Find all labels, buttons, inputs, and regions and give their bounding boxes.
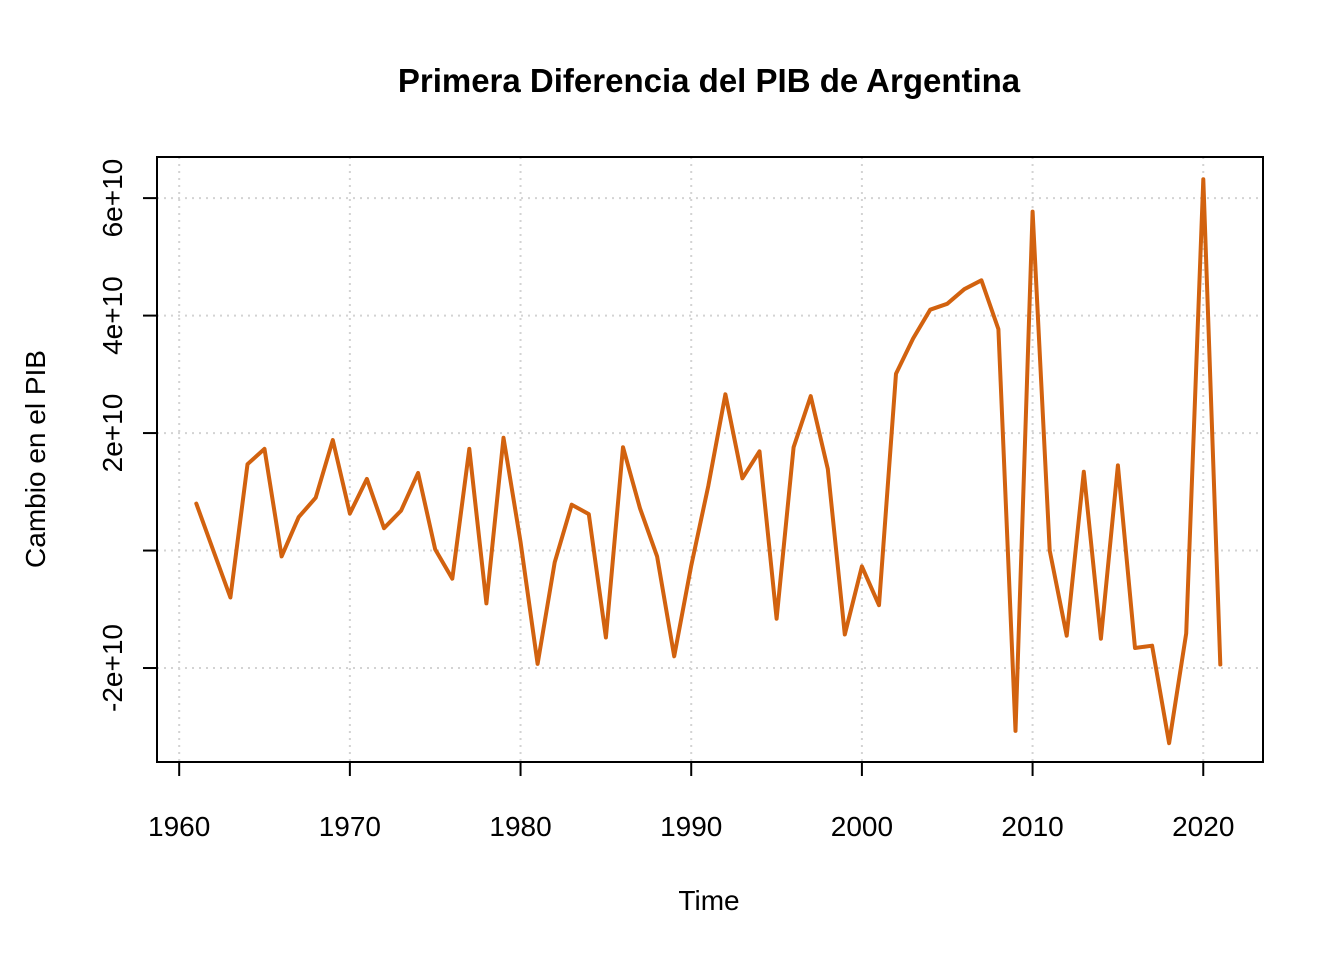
y-tick-label: 6e+10 [97,159,128,238]
x-tick-label: 2000 [831,811,893,842]
y-tick-label: -2e+10 [97,624,128,712]
y-axis: -2e+10 2e+10 4e+10 6e+10 [97,159,157,712]
x-tick-label: 1990 [660,811,722,842]
chart-title: Primera Diferencia del PIB de Argentina [398,62,1021,99]
x-tick-label: 1970 [319,811,381,842]
plot-frame [156,156,1264,763]
data-series [194,177,1223,746]
x-axis-label: Time [678,885,739,916]
x-tick-label: 2020 [1172,811,1234,842]
y-tick-label: 4e+10 [97,276,128,355]
x-axis: 1960 1970 1980 1990 2000 2010 2020 [148,762,1234,842]
x-tick-label: 2010 [1001,811,1063,842]
series-line [194,177,1223,746]
y-tick-label: 2e+10 [97,394,128,473]
x-tick-label: 1960 [148,811,210,842]
y-axis-label: Cambio en el PIB [20,350,51,568]
grid-lines [157,157,1263,762]
x-tick-label: 1980 [489,811,551,842]
